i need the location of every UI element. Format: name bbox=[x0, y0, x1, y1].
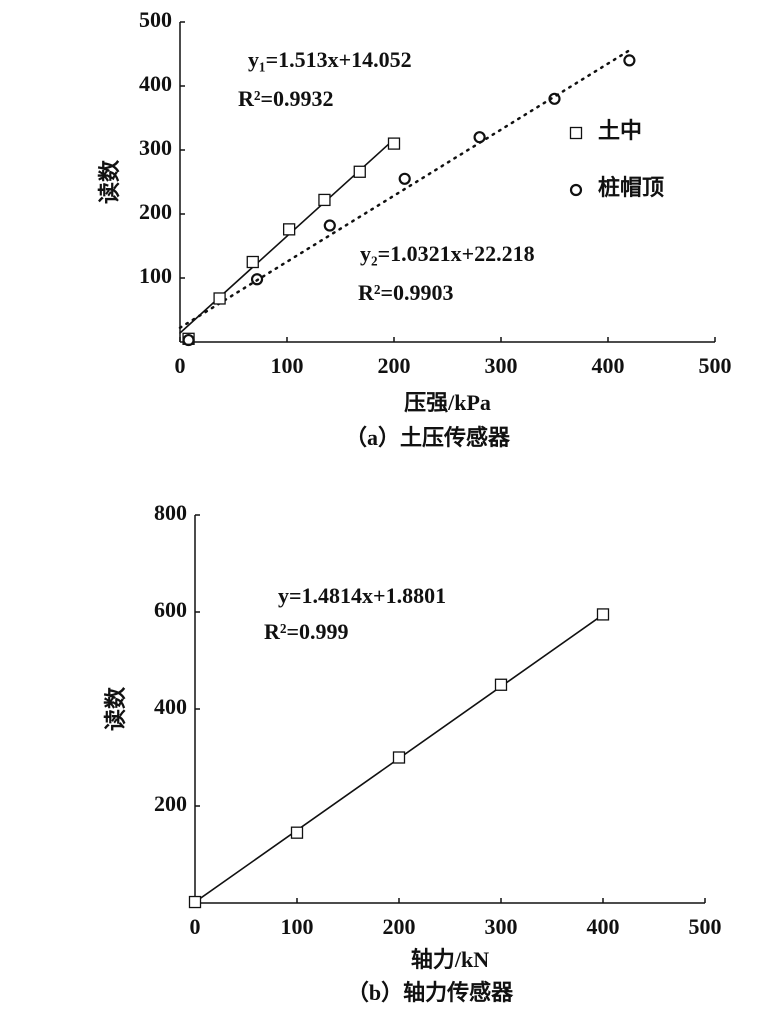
x-axis-label: 压强/kPa bbox=[404, 390, 491, 415]
legend-label: 土中 bbox=[598, 118, 642, 143]
y-tick-label: 300 bbox=[139, 135, 172, 160]
y-tick-label: 200 bbox=[154, 791, 187, 816]
caption: （a）土压传感器 bbox=[345, 425, 511, 450]
point bbox=[318, 193, 331, 207]
point bbox=[182, 333, 195, 347]
y-tick-label: 400 bbox=[139, 71, 172, 96]
point bbox=[323, 219, 336, 232]
point bbox=[282, 223, 296, 236]
x-tick-label: 100 bbox=[271, 353, 304, 378]
x-axis-label: 轴力/kN bbox=[411, 947, 489, 972]
y-tick-label: 500 bbox=[139, 7, 172, 32]
annotation: R²=0.9932 bbox=[238, 86, 334, 111]
point bbox=[246, 255, 259, 269]
y-tick-label: 600 bbox=[154, 597, 187, 622]
annotation: R²=0.999 bbox=[264, 619, 349, 644]
y-axis-label: 读数 bbox=[97, 159, 122, 204]
x-tick-label: 0 bbox=[190, 914, 201, 939]
point bbox=[398, 172, 411, 185]
point bbox=[473, 131, 486, 144]
y-tick-label: 200 bbox=[139, 199, 172, 224]
point bbox=[290, 826, 304, 839]
annotation: y₁=1.513x+14.052 bbox=[248, 47, 412, 72]
annotation: y=1.4814x+1.8801 bbox=[278, 583, 446, 608]
annotation: R²=0.9903 bbox=[358, 280, 454, 305]
x-tick-label: 100 bbox=[281, 914, 314, 939]
x-tick-label: 400 bbox=[587, 914, 620, 939]
annotation: y₂=1.0321x+22.218 bbox=[360, 241, 535, 266]
point bbox=[250, 273, 264, 286]
legend-marker bbox=[569, 126, 583, 140]
x-tick-label: 400 bbox=[592, 353, 625, 378]
point bbox=[623, 54, 636, 67]
point bbox=[548, 92, 561, 105]
trendline bbox=[178, 49, 631, 330]
x-tick-label: 200 bbox=[378, 353, 411, 378]
x-tick-label: 0 bbox=[175, 353, 186, 378]
x-tick-label: 300 bbox=[485, 353, 518, 378]
point bbox=[213, 292, 226, 305]
x-tick-label: 200 bbox=[383, 914, 416, 939]
point bbox=[387, 137, 401, 150]
x-tick-label: 500 bbox=[699, 353, 732, 378]
point bbox=[494, 678, 508, 691]
x-tick-label: 500 bbox=[689, 914, 722, 939]
caption: （b）轴力传感器 bbox=[347, 980, 514, 1005]
y-tick-label: 100 bbox=[139, 263, 172, 288]
y-tick-label: 800 bbox=[154, 500, 187, 525]
y-axis-label: 读数 bbox=[103, 686, 128, 731]
x-tick-label: 300 bbox=[485, 914, 518, 939]
point bbox=[596, 608, 610, 621]
y-tick-label: 400 bbox=[154, 694, 187, 719]
point bbox=[353, 165, 366, 178]
legend-marker bbox=[569, 183, 583, 197]
legend-label: 桩帽顶 bbox=[598, 175, 664, 200]
point bbox=[188, 895, 202, 909]
point bbox=[392, 751, 406, 764]
